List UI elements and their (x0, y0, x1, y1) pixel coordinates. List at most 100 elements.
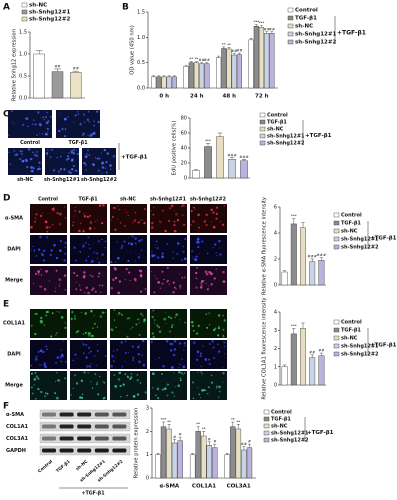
cell (121, 365, 124, 368)
cell (182, 365, 186, 369)
cell (163, 278, 165, 281)
cell (74, 353, 77, 356)
cell (139, 382, 142, 384)
cell (37, 111, 40, 114)
cell (56, 332, 58, 334)
legend-swatch (263, 416, 270, 422)
cell (38, 285, 41, 288)
cell (37, 377, 40, 380)
column-label: TGF-β1 (78, 197, 97, 203)
cell (87, 332, 91, 335)
y-tick-label: 2 (274, 257, 277, 263)
significance-label: ** (222, 41, 226, 46)
cell (82, 245, 85, 248)
cell (150, 270, 152, 273)
cell (142, 315, 144, 317)
cell (82, 132, 85, 136)
cell (29, 157, 33, 161)
cell (173, 220, 176, 223)
cell (127, 236, 129, 239)
cell (87, 236, 90, 239)
legend-label: sh-NC (29, 3, 47, 9)
significance-label: *** (291, 213, 297, 218)
cell (168, 283, 170, 285)
blot-band (42, 436, 56, 441)
legend-label: Control (295, 8, 318, 14)
cell (153, 319, 156, 321)
cell (139, 253, 141, 255)
bar (70, 72, 82, 99)
cell (223, 319, 226, 322)
row-label: COL1A1 (3, 321, 25, 327)
cell (174, 209, 176, 211)
cell (121, 313, 123, 316)
cell (101, 238, 103, 241)
cell (30, 249, 32, 251)
legend-label: sh-NC (341, 229, 358, 235)
cell (159, 220, 161, 223)
micrograph (8, 110, 52, 138)
y-tick-label: 0.0 (137, 86, 145, 92)
cell (59, 155, 62, 158)
cell (72, 224, 74, 227)
bar (166, 428, 172, 479)
cell (44, 392, 47, 394)
cell (130, 242, 134, 246)
cell (63, 259, 66, 262)
error-bar (217, 55, 220, 58)
significance-label: ### (307, 254, 317, 259)
y-tick-label: 4 (274, 310, 277, 316)
micrograph (150, 235, 187, 264)
cell (109, 163, 112, 167)
cell (64, 326, 67, 329)
legend-label: sh-Snhg12#1 (29, 10, 70, 16)
error-bar (301, 322, 305, 329)
cell (87, 372, 89, 374)
cell (128, 317, 131, 319)
y-tick-label: 1 (274, 364, 277, 370)
cell (98, 157, 101, 160)
bar (171, 442, 178, 479)
cell (166, 266, 169, 270)
bar (221, 48, 227, 89)
bar (300, 328, 306, 386)
panel-label: B (122, 3, 129, 13)
cell (35, 134, 38, 136)
cell (196, 332, 198, 334)
cell (101, 166, 105, 169)
cell (83, 212, 85, 215)
error-bar (193, 169, 199, 171)
cell (172, 291, 175, 294)
micrograph (70, 266, 107, 295)
bar (300, 227, 306, 286)
cell (183, 372, 186, 374)
cell (126, 317, 130, 320)
cell (49, 156, 52, 159)
cell (205, 272, 209, 276)
cell (98, 261, 101, 264)
cell (44, 395, 46, 398)
cell (96, 381, 98, 383)
cell (92, 163, 95, 167)
cell (82, 275, 86, 279)
cell (88, 134, 91, 137)
cell (81, 134, 84, 137)
error-bar (222, 46, 226, 49)
cell (94, 156, 97, 159)
y-tick-label: 4 (274, 231, 277, 237)
cell (93, 355, 96, 358)
error-bar (200, 62, 204, 64)
cell (184, 344, 187, 347)
cell (182, 204, 185, 207)
cell (191, 381, 195, 384)
cell (161, 209, 165, 212)
cell (102, 203, 105, 207)
cell (78, 210, 81, 213)
cell (59, 355, 63, 359)
image-label: TGF-β1 (68, 140, 87, 146)
cell (140, 238, 143, 241)
cell (83, 371, 86, 374)
cell (93, 124, 96, 127)
cell (84, 292, 86, 294)
cell (163, 387, 167, 390)
